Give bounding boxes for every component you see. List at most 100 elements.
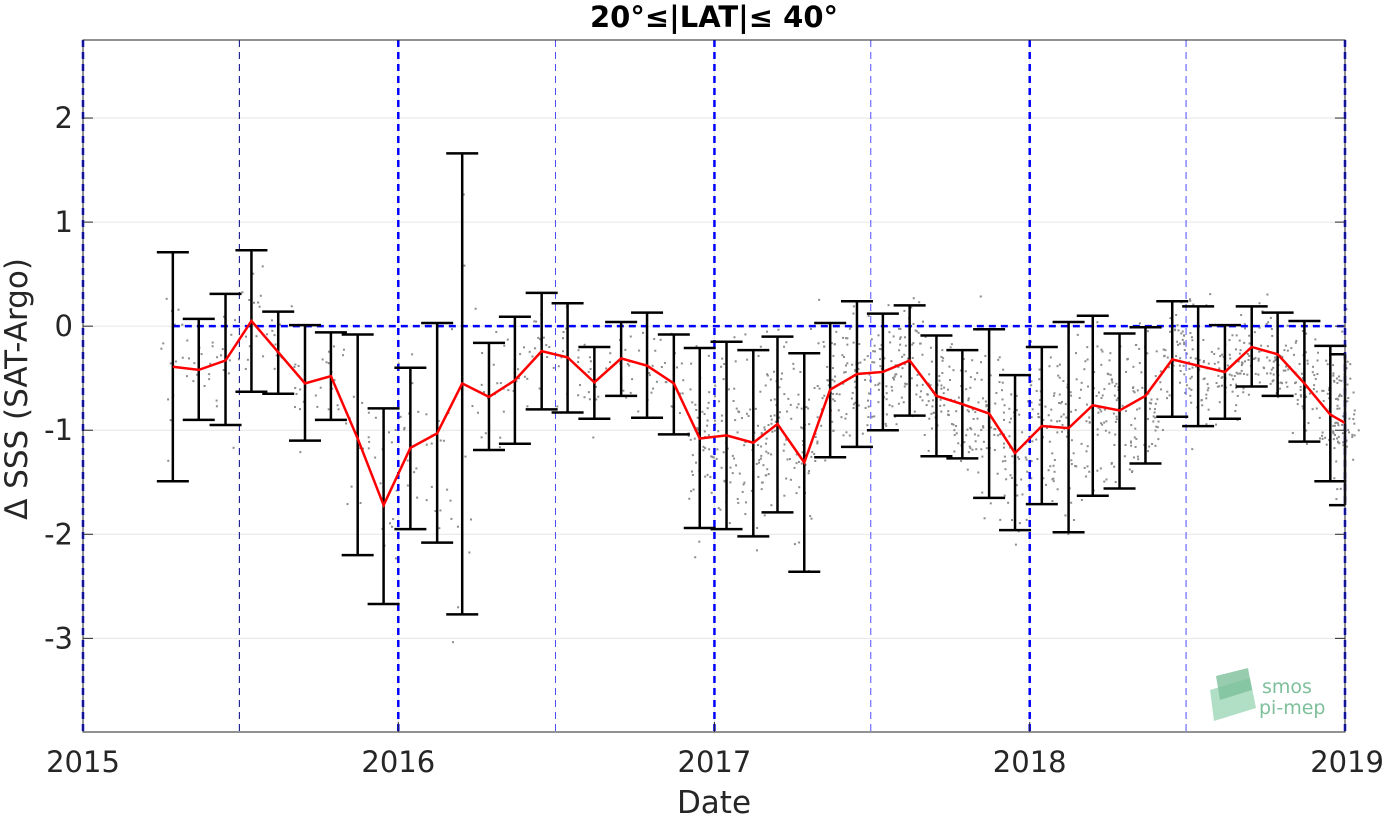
scatter-point xyxy=(1248,334,1251,337)
scatter-point xyxy=(731,472,734,475)
scatter-point xyxy=(779,411,782,414)
scatter-point xyxy=(275,354,278,357)
scatter-point xyxy=(997,358,1000,361)
scatter-point xyxy=(708,391,711,394)
scatter-point xyxy=(1048,365,1051,368)
scatter-point xyxy=(1051,452,1054,455)
scatter-point xyxy=(796,406,799,409)
scatter-point xyxy=(295,392,298,395)
scatter-point xyxy=(1209,293,1212,296)
scatter-point xyxy=(1155,350,1158,353)
scatter-point xyxy=(810,455,813,458)
scatter-point xyxy=(973,433,976,436)
scatter-point xyxy=(1301,405,1304,408)
scatter-point xyxy=(883,357,886,360)
scatter-point xyxy=(1003,494,1006,497)
scatter-point xyxy=(1319,437,1322,440)
scatter-point xyxy=(1266,293,1269,296)
scatter-point xyxy=(1088,470,1091,473)
scatter-point xyxy=(706,407,709,410)
scatter-point xyxy=(1008,421,1011,424)
scatter-point xyxy=(982,425,985,428)
scatter-point xyxy=(995,391,998,394)
plot-area: 2 1 0 -1 -2 -3 2015 2016 2017 2018 2019 xyxy=(44,39,1384,779)
scatter-point xyxy=(1322,399,1325,402)
scatter-point xyxy=(1105,420,1108,423)
scatter-point xyxy=(928,373,931,376)
scatter-point xyxy=(780,378,783,381)
scatter-point xyxy=(248,345,251,348)
scatter-point xyxy=(1286,385,1289,388)
scatter-point xyxy=(912,342,915,345)
scatter-point xyxy=(759,345,762,348)
scatter-point xyxy=(931,427,934,430)
scatter-point xyxy=(1154,375,1157,378)
scatter-point xyxy=(1150,398,1153,401)
scatter-point xyxy=(1088,421,1091,424)
scatter-point xyxy=(798,541,801,544)
scatter-point xyxy=(1086,358,1089,361)
scatter-point xyxy=(1121,404,1124,407)
scatter-point xyxy=(1336,407,1339,410)
scatter-point xyxy=(755,462,758,465)
scatter-point xyxy=(1181,338,1184,341)
scatter-point xyxy=(1202,359,1205,362)
scatter-point xyxy=(1002,442,1005,445)
scatter-point xyxy=(345,422,348,425)
scatter-point xyxy=(1315,390,1318,393)
scatter-point xyxy=(971,448,974,451)
scatter-point xyxy=(1333,424,1336,427)
scatter-point xyxy=(805,406,808,409)
scatter-point xyxy=(1342,441,1345,444)
scatter-point xyxy=(938,375,941,378)
scatter-point xyxy=(760,488,763,491)
scatter-point xyxy=(1103,480,1106,483)
scatter-point xyxy=(1269,316,1272,319)
scatter-point xyxy=(496,382,499,385)
scatter-point xyxy=(974,440,977,443)
scatter-point xyxy=(1235,383,1238,386)
scatter-point xyxy=(1307,422,1310,425)
scatter-point xyxy=(760,445,763,448)
scatter-point xyxy=(579,383,582,386)
scatter-point xyxy=(1321,434,1324,437)
scatter-point xyxy=(1340,394,1343,397)
scatter-point xyxy=(763,426,766,429)
scatter-point xyxy=(703,413,706,416)
scatter-point xyxy=(1279,381,1282,384)
scatter-point xyxy=(773,414,776,417)
scatter-point xyxy=(234,319,237,322)
scatter-point xyxy=(1206,383,1209,386)
scatter-point xyxy=(767,452,770,455)
scatter-point xyxy=(1166,390,1169,393)
scatter-point xyxy=(1163,354,1166,357)
scatter-point xyxy=(416,496,419,499)
scatter-point xyxy=(687,434,690,437)
scatter-point xyxy=(565,327,568,330)
scatter-point xyxy=(854,401,857,404)
scatter-point xyxy=(760,433,763,436)
scatter-point xyxy=(1097,391,1100,394)
scatter-point xyxy=(1191,348,1194,351)
scatter-point xyxy=(842,336,845,339)
scatter-point xyxy=(1306,362,1309,365)
scatter-point xyxy=(1294,382,1297,385)
scatter-point xyxy=(1049,356,1052,359)
scatter-point xyxy=(921,399,924,402)
scatter-point xyxy=(744,440,747,443)
scatter-point xyxy=(1110,379,1113,382)
scatter-point xyxy=(1357,429,1360,432)
scatter-point xyxy=(729,481,732,484)
scatter-point xyxy=(1235,334,1238,337)
scatter-point xyxy=(1269,382,1272,385)
scatter-point xyxy=(707,401,710,404)
scatter-point xyxy=(1207,387,1210,390)
scatter-point xyxy=(878,347,881,350)
scatter-point xyxy=(691,473,694,476)
scatter-point xyxy=(1011,455,1014,458)
scatter-point xyxy=(833,380,836,383)
scatter-point xyxy=(818,298,821,301)
scatter-point xyxy=(1281,382,1284,385)
scatter-point xyxy=(1190,388,1193,391)
scatter-point xyxy=(976,372,979,375)
